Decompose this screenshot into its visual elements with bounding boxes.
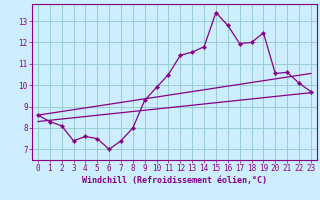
X-axis label: Windchill (Refroidissement éolien,°C): Windchill (Refroidissement éolien,°C) bbox=[82, 176, 267, 185]
